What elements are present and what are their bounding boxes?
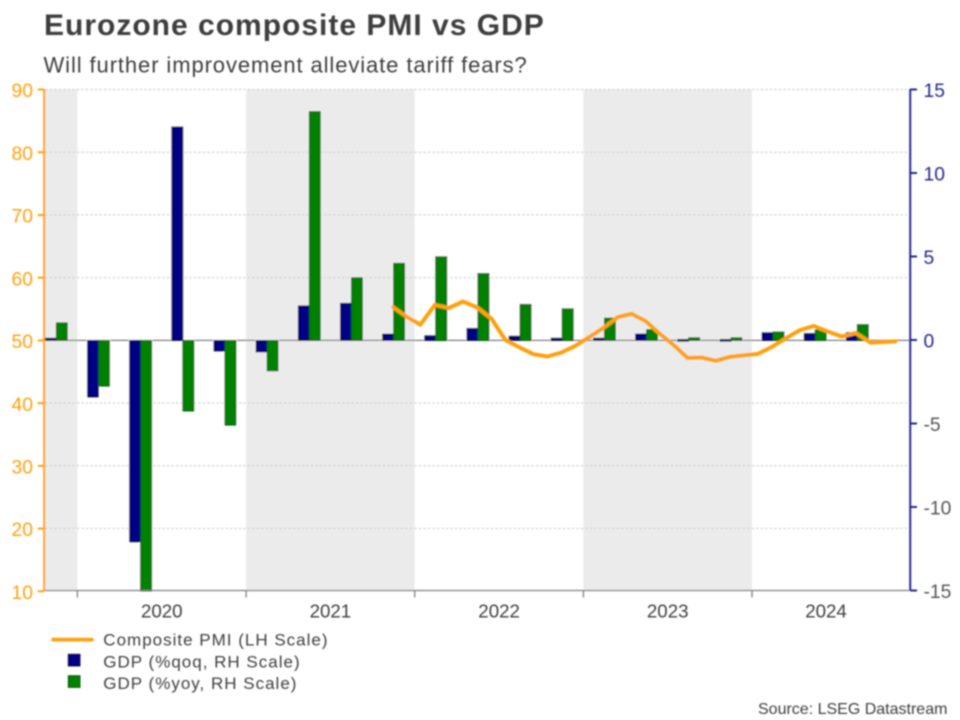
svg-text:0: 0: [924, 332, 935, 353]
svg-text:15: 15: [924, 81, 945, 102]
svg-text:-5: -5: [924, 415, 941, 436]
svg-text:2023: 2023: [647, 601, 689, 622]
svg-text:40: 40: [12, 395, 33, 416]
svg-text:10: 10: [12, 583, 33, 604]
svg-text:60: 60: [12, 269, 33, 290]
svg-text:GDP (%yoy, RH Scale): GDP (%yoy, RH Scale): [103, 674, 297, 693]
svg-text:90: 90: [12, 81, 33, 102]
svg-text:Source: LSEG Datastream: Source: LSEG Datastream: [758, 701, 947, 718]
svg-text:GDP (%qoq, RH Scale): GDP (%qoq, RH Scale): [103, 652, 300, 671]
svg-text:5: 5: [924, 248, 935, 269]
svg-text:2021: 2021: [310, 601, 352, 622]
svg-text:Eurozone composite PMI vs GDP: Eurozone composite PMI vs GDP: [44, 9, 545, 42]
svg-text:50: 50: [12, 332, 33, 353]
svg-text:2022: 2022: [478, 601, 520, 622]
svg-text:20: 20: [12, 520, 33, 541]
svg-text:30: 30: [12, 458, 33, 479]
svg-text:10: 10: [924, 165, 945, 186]
svg-text:2020: 2020: [141, 601, 183, 622]
svg-text:80: 80: [12, 144, 33, 165]
svg-text:Will further improvement allev: Will further improvement alleviate tarif…: [44, 52, 528, 77]
svg-text:70: 70: [12, 207, 33, 228]
svg-text:-15: -15: [924, 582, 952, 603]
svg-text:Composite PMI (LH Scale): Composite PMI (LH Scale): [103, 631, 328, 650]
svg-text:-10: -10: [924, 499, 952, 520]
svg-text:2024: 2024: [805, 601, 847, 622]
